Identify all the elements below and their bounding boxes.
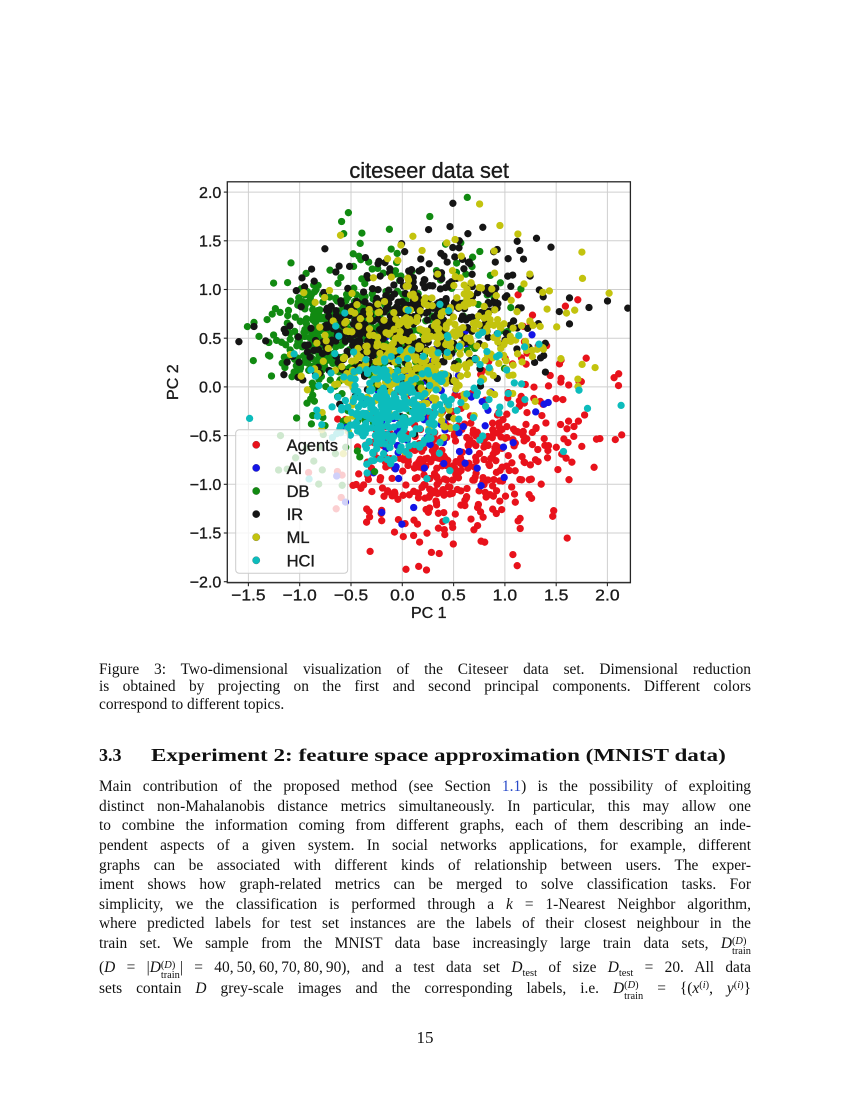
svg-text:0.0: 0.0 (199, 380, 221, 397)
svg-text:1.0: 1.0 (493, 587, 518, 604)
svg-text:−1.0: −1.0 (283, 587, 317, 604)
svg-text:IR: IR (287, 506, 304, 524)
svg-text:2.0: 2.0 (199, 185, 221, 202)
svg-text:−2.0: −2.0 (190, 574, 222, 591)
svg-text:1.5: 1.5 (544, 587, 569, 604)
svg-text:citeseer data set: citeseer data set (349, 158, 509, 183)
svg-text:−1.5: −1.5 (231, 587, 265, 604)
svg-text:1.0: 1.0 (199, 282, 221, 299)
svg-text:0.0: 0.0 (390, 587, 415, 604)
svg-text:PC 2: PC 2 (165, 364, 182, 400)
svg-text:PC 1: PC 1 (411, 605, 447, 622)
svg-text:2.0: 2.0 (595, 587, 620, 604)
svg-text:AI: AI (287, 460, 303, 478)
svg-text:−1.5: −1.5 (190, 526, 222, 543)
svg-text:DB: DB (287, 483, 310, 501)
svg-text:Agents: Agents (287, 437, 338, 455)
svg-text:0.5: 0.5 (441, 587, 466, 604)
svg-text:−0.5: −0.5 (334, 587, 368, 604)
svg-text:ML: ML (287, 529, 310, 547)
svg-text:0.5: 0.5 (199, 331, 221, 348)
svg-text:1.5: 1.5 (199, 234, 221, 251)
svg-text:−0.5: −0.5 (190, 428, 222, 445)
svg-text:HCI: HCI (287, 552, 315, 570)
svg-text:−1.0: −1.0 (190, 477, 222, 494)
